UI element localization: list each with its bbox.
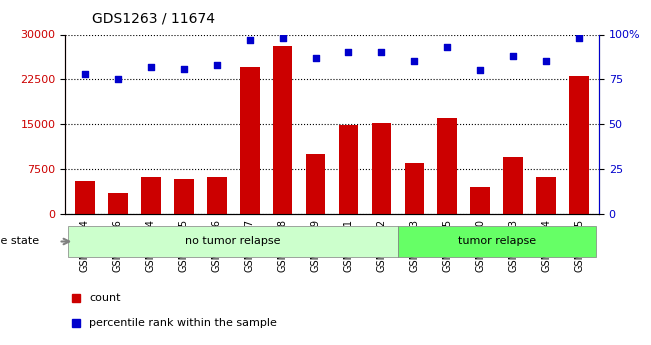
Point	[442, 44, 452, 50]
Point	[541, 59, 551, 64]
Bar	[273, 47, 292, 214]
Bar	[306, 154, 326, 214]
Text: count: count	[89, 293, 120, 303]
Bar	[75, 181, 95, 214]
FancyBboxPatch shape	[398, 226, 596, 257]
Point	[146, 64, 156, 70]
Point	[277, 35, 288, 41]
Text: percentile rank within the sample: percentile rank within the sample	[89, 318, 277, 327]
Point	[311, 55, 321, 61]
Point	[343, 50, 353, 55]
Text: disease state: disease state	[0, 237, 39, 246]
Bar	[437, 118, 457, 214]
Bar	[503, 157, 523, 214]
Point	[475, 68, 486, 73]
Point	[376, 50, 387, 55]
Bar	[404, 163, 424, 214]
Text: GDS1263 / 11674: GDS1263 / 11674	[92, 12, 215, 26]
Bar	[339, 125, 358, 214]
Bar	[569, 76, 589, 214]
Point	[113, 77, 123, 82]
Point	[178, 66, 189, 71]
Bar	[174, 179, 193, 214]
FancyBboxPatch shape	[68, 226, 398, 257]
Bar	[536, 177, 556, 214]
Text: tumor relapse: tumor relapse	[458, 237, 536, 246]
Bar	[240, 67, 260, 214]
Point	[212, 62, 222, 68]
Bar	[108, 193, 128, 214]
Point	[244, 37, 255, 43]
Bar	[471, 187, 490, 214]
Point	[409, 59, 420, 64]
Bar	[207, 177, 227, 214]
Bar	[372, 123, 391, 214]
Point	[79, 71, 90, 77]
Point	[508, 53, 518, 59]
Text: no tumor relapse: no tumor relapse	[186, 237, 281, 246]
Bar	[141, 177, 161, 214]
Point	[574, 35, 585, 41]
